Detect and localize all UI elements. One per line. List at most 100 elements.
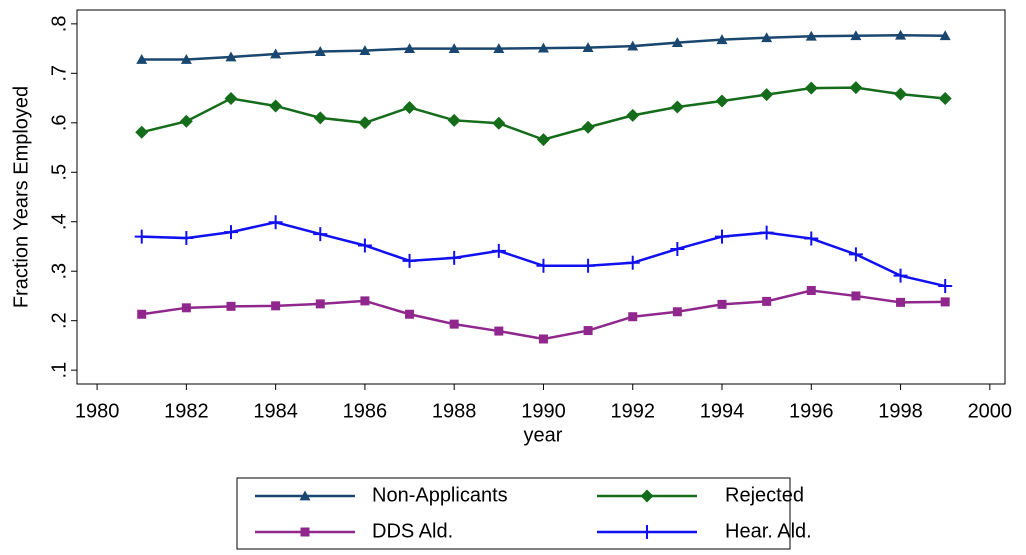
- data-point: [896, 297, 906, 307]
- data-point: [314, 46, 326, 56]
- x-tick-label: 1982: [164, 400, 209, 422]
- data-point: [447, 113, 461, 127]
- data-point: [716, 34, 728, 45]
- data-point: [895, 29, 907, 40]
- legend-label: Rejected: [725, 484, 804, 506]
- data-point: [848, 247, 863, 262]
- data-point: [625, 255, 640, 270]
- data-point: [581, 258, 596, 273]
- data-point: [404, 43, 416, 53]
- legend-label: DDS Ald.: [372, 520, 453, 542]
- data-point: [179, 231, 194, 246]
- data-point: [271, 301, 281, 311]
- data-point: [762, 296, 772, 306]
- series-line: [141, 220, 946, 288]
- data-point: [405, 309, 415, 319]
- data-point: [269, 99, 283, 113]
- data-point: [447, 250, 462, 265]
- data-point: [851, 291, 861, 301]
- data-point: [224, 92, 238, 106]
- legend-marker: [640, 525, 654, 539]
- data-point: [359, 45, 371, 55]
- series-line: [141, 289, 946, 341]
- y-tick-label: .2: [48, 312, 70, 329]
- data-point: [402, 253, 417, 268]
- data-point: [403, 100, 417, 114]
- legend-label: Hear. Ald.: [725, 520, 812, 542]
- data-point: [894, 87, 908, 101]
- data-point: [493, 43, 505, 53]
- data-point: [536, 133, 550, 147]
- data-point: [672, 307, 682, 317]
- x-tick-label: 1996: [789, 400, 834, 422]
- data-point: [491, 243, 506, 258]
- x-tick-label: 1998: [878, 400, 923, 422]
- data-point: [357, 238, 372, 253]
- data-point: [939, 30, 951, 41]
- data-point: [181, 303, 191, 313]
- data-point: [536, 258, 551, 273]
- data-point: [135, 125, 149, 139]
- plot-frame: [76, 9, 1006, 385]
- data-point: [893, 268, 908, 283]
- data-point: [225, 51, 237, 62]
- data-point: [137, 309, 147, 319]
- data-point: [226, 301, 236, 311]
- data-point: [180, 53, 192, 64]
- data-point: [134, 229, 149, 244]
- data-point: [715, 229, 730, 244]
- data-point: [715, 94, 729, 108]
- data-point: [804, 81, 818, 95]
- x-tick-label: 1994: [700, 400, 745, 422]
- data-point: [717, 299, 727, 309]
- data-point: [628, 312, 638, 322]
- x-tick-label: 1984: [253, 400, 298, 422]
- y-tick-label: .8: [48, 16, 70, 33]
- data-point: [761, 32, 773, 43]
- legend-box: [236, 477, 791, 550]
- data-point: [268, 215, 283, 230]
- data-point: [494, 326, 504, 336]
- data-point: [671, 37, 683, 48]
- data-point: [270, 48, 282, 59]
- data-point: [627, 40, 639, 51]
- data-point: [448, 43, 460, 53]
- data-point: [315, 299, 325, 309]
- x-tick-label: 1988: [432, 400, 477, 422]
- data-point: [940, 297, 950, 307]
- data-point: [136, 53, 148, 64]
- data-point: [806, 286, 816, 295]
- legend-label: Non-Applicants: [372, 484, 508, 506]
- data-point: [804, 231, 819, 246]
- data-point: [223, 225, 238, 240]
- data-point: [670, 241, 685, 256]
- data-point: [938, 92, 952, 106]
- legend-marker: [300, 527, 310, 537]
- data-point: [849, 81, 863, 95]
- data-point: [581, 120, 595, 134]
- data-point: [850, 30, 862, 41]
- y-tick-label: .5: [48, 164, 70, 181]
- data-point: [626, 108, 640, 122]
- data-point: [179, 114, 193, 128]
- y-tick-label: .6: [48, 114, 70, 131]
- y-tick-label: .3: [48, 263, 70, 280]
- data-point: [360, 296, 370, 306]
- data-point: [449, 319, 459, 329]
- legend-marker: [640, 489, 654, 503]
- data-point: [313, 111, 327, 125]
- legend-marker: [299, 490, 311, 501]
- data-point: [492, 116, 506, 130]
- x-axis-label: year: [524, 424, 563, 446]
- x-tick-label: 1992: [610, 400, 655, 422]
- data-point: [760, 88, 774, 102]
- data-point: [583, 326, 593, 336]
- x-tick-label: 1986: [343, 400, 388, 422]
- x-tick-label: 2000: [968, 400, 1013, 422]
- data-point: [759, 225, 774, 240]
- data-point: [938, 279, 953, 294]
- y-tick-label: .1: [48, 362, 70, 379]
- data-point: [313, 227, 328, 242]
